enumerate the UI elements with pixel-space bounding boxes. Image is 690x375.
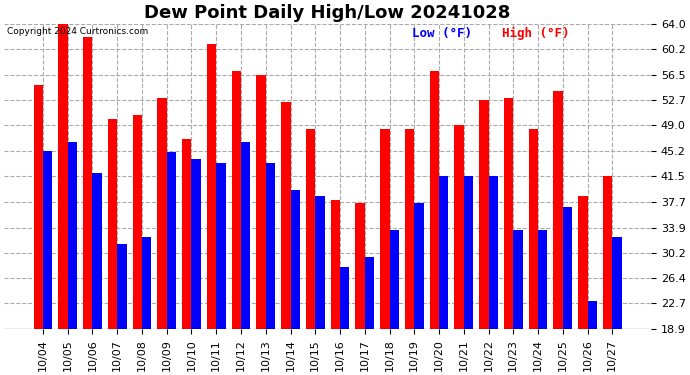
Bar xyxy=(306,129,315,375)
Bar xyxy=(529,129,538,375)
Bar xyxy=(504,98,513,375)
Bar xyxy=(513,230,523,375)
Bar xyxy=(68,142,77,375)
Bar xyxy=(182,139,192,375)
Bar xyxy=(455,125,464,375)
Bar xyxy=(430,71,439,375)
Bar xyxy=(281,102,290,375)
Bar xyxy=(365,257,374,375)
Bar xyxy=(331,200,340,375)
Bar xyxy=(578,196,588,375)
Bar xyxy=(612,237,622,375)
Bar xyxy=(34,85,43,375)
Bar xyxy=(538,230,547,375)
Bar xyxy=(92,173,102,375)
Bar xyxy=(315,196,325,375)
Bar xyxy=(257,75,266,375)
Bar xyxy=(553,92,563,375)
Bar xyxy=(390,230,399,375)
Bar xyxy=(108,118,117,375)
Text: High (°F): High (°F) xyxy=(502,27,570,40)
Bar xyxy=(266,162,275,375)
Bar xyxy=(414,203,424,375)
Bar xyxy=(241,142,250,375)
Bar xyxy=(59,24,68,375)
Bar xyxy=(340,267,349,375)
Text: Low (°F): Low (°F) xyxy=(412,27,472,40)
Bar xyxy=(439,176,449,375)
Bar xyxy=(588,302,597,375)
Bar xyxy=(563,207,572,375)
Bar xyxy=(83,37,92,375)
Bar xyxy=(405,129,414,375)
Bar xyxy=(167,152,176,375)
Bar xyxy=(132,115,142,375)
Bar xyxy=(290,190,300,375)
Bar xyxy=(216,162,226,375)
Title: Dew Point Daily High/Low 20241028: Dew Point Daily High/Low 20241028 xyxy=(144,4,511,22)
Bar xyxy=(117,244,127,375)
Bar xyxy=(43,151,52,375)
Text: Copyright 2024 Curtronics.com: Copyright 2024 Curtronics.com xyxy=(8,27,148,36)
Bar xyxy=(142,237,151,375)
Bar xyxy=(232,71,241,375)
Bar xyxy=(489,176,498,375)
Bar xyxy=(464,176,473,375)
Bar xyxy=(192,159,201,375)
Bar xyxy=(479,100,489,375)
Bar xyxy=(380,129,390,375)
Bar xyxy=(157,98,167,375)
Bar xyxy=(603,176,612,375)
Bar xyxy=(207,44,216,375)
Bar xyxy=(355,203,365,375)
